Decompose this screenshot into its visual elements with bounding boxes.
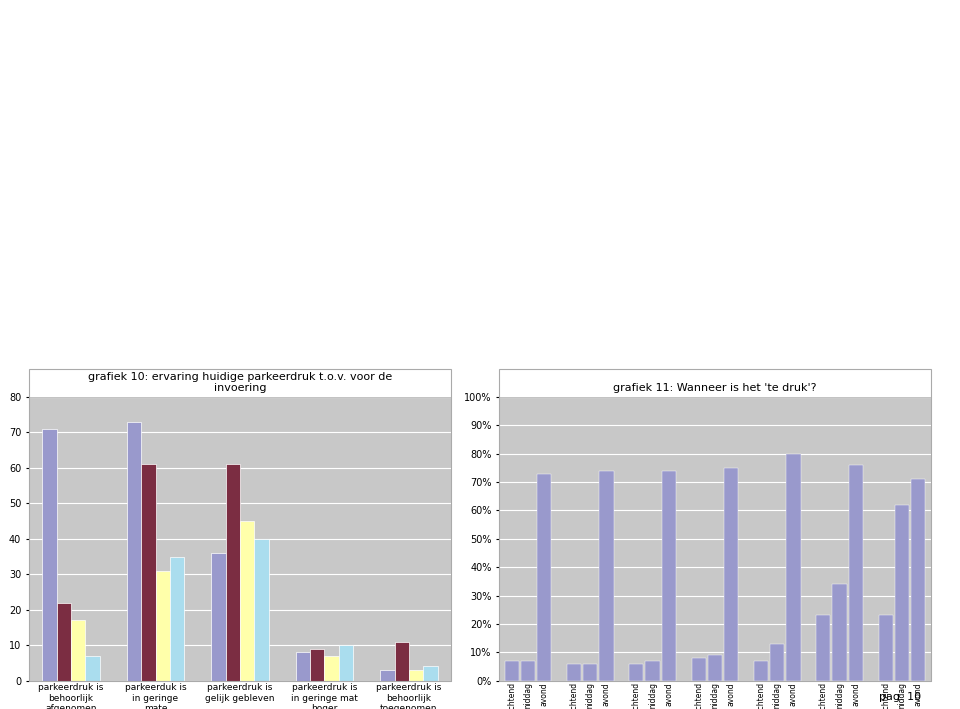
Bar	[240, 521, 254, 681]
Bar	[661, 471, 676, 681]
Bar	[42, 429, 57, 681]
Bar	[645, 661, 660, 681]
Bar	[770, 644, 784, 681]
Title: grafiek 10: ervaring huidige parkeerdruk t.o.v. voor de
invoering: grafiek 10: ervaring huidige parkeerdruk…	[88, 372, 392, 393]
Bar	[226, 464, 240, 681]
Bar	[691, 658, 706, 681]
Bar	[566, 664, 581, 681]
Bar	[380, 670, 395, 681]
Bar	[409, 670, 423, 681]
Bar	[786, 454, 801, 681]
Bar	[537, 474, 551, 681]
Bar	[423, 666, 438, 681]
Bar	[599, 471, 613, 681]
Bar	[520, 661, 535, 681]
Bar	[754, 661, 768, 681]
Bar	[156, 571, 170, 681]
Bar	[127, 422, 141, 681]
Bar	[254, 539, 269, 681]
Bar	[629, 664, 643, 681]
Bar	[296, 652, 310, 681]
Bar	[57, 603, 71, 681]
Bar	[211, 553, 226, 681]
Bar	[324, 656, 339, 681]
Text: pag. 10: pag. 10	[879, 692, 922, 702]
Bar	[395, 642, 409, 681]
Bar	[71, 620, 85, 681]
Bar	[724, 468, 738, 681]
Bar	[708, 655, 722, 681]
Bar	[85, 656, 100, 681]
Bar	[895, 505, 909, 681]
Title: grafiek 11: Wanneer is het 'te druk'?: grafiek 11: Wanneer is het 'te druk'?	[613, 384, 817, 393]
Bar	[911, 479, 925, 681]
Bar	[816, 615, 830, 681]
Bar	[832, 584, 847, 681]
Bar	[310, 649, 324, 681]
Bar	[141, 464, 156, 681]
Bar	[583, 664, 597, 681]
Bar	[170, 557, 184, 681]
Bar	[878, 615, 893, 681]
Bar	[849, 465, 863, 681]
Bar	[339, 645, 353, 681]
Bar	[505, 661, 518, 681]
